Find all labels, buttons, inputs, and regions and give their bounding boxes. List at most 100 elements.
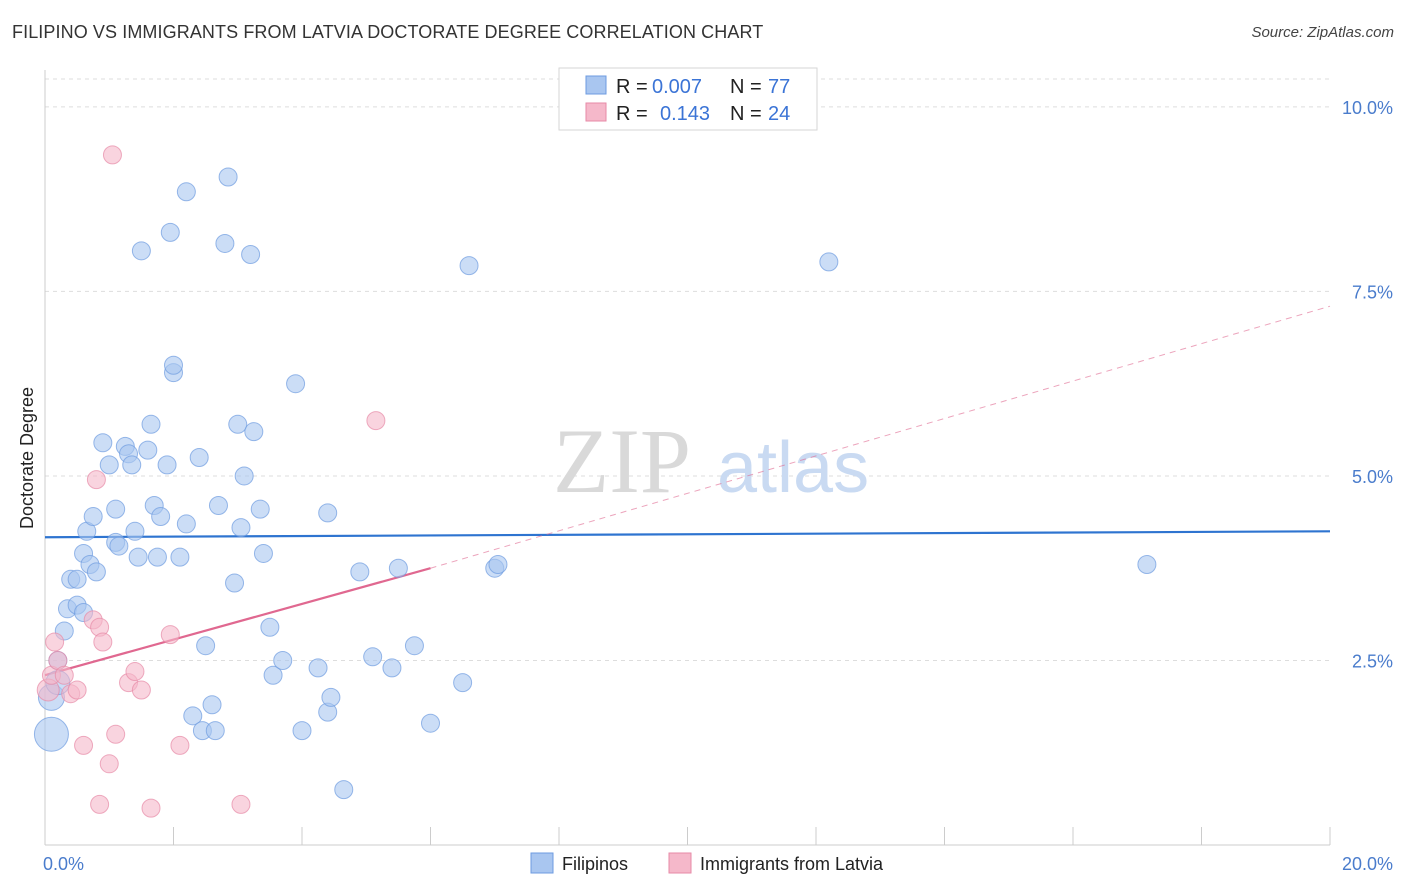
filipinos-point xyxy=(176,514,196,534)
latvia-point xyxy=(102,145,122,165)
y-axis-title: Doctorate Degree xyxy=(17,387,37,529)
filipinos-point xyxy=(83,507,103,527)
filipinos-point xyxy=(453,673,473,693)
latvia-point xyxy=(90,794,110,814)
filipinos-point xyxy=(106,499,126,519)
filipinos-point xyxy=(157,455,177,475)
legend-n-label-1: N = xyxy=(730,76,762,98)
filipinos-point xyxy=(189,448,209,467)
filipinos-point xyxy=(225,573,245,593)
latvia-point xyxy=(160,625,180,645)
filipinos-point xyxy=(244,422,264,442)
filipinos-point xyxy=(67,569,87,589)
filipinos-point xyxy=(147,547,167,567)
filipinos-point xyxy=(122,455,142,475)
filipinos-point xyxy=(260,617,280,637)
y-tick-label: 5.0% xyxy=(1352,467,1393,487)
filipinos-point xyxy=(231,518,251,538)
filipinos-point xyxy=(286,374,306,394)
latvia-point xyxy=(74,735,94,755)
bottom-legend-label-latvia: Immigrants from Latvia xyxy=(700,854,884,874)
latvia-point xyxy=(93,632,113,652)
filipinos-point xyxy=(109,536,129,556)
correlation-legend: R = 0.007 N = 77 R = 0.143 N = 24 xyxy=(558,67,818,131)
legend-n-value-1: 77 xyxy=(768,76,790,98)
filipinos-point xyxy=(250,499,270,519)
filipinos-point xyxy=(292,721,312,741)
filipinos-point xyxy=(86,562,106,582)
filipinos-point xyxy=(131,241,151,261)
filipinos-point xyxy=(308,658,328,678)
latvia-trendline xyxy=(44,567,431,677)
bottom-legend-label-filipinos: Filipinos xyxy=(562,854,628,874)
filipinos-point xyxy=(363,647,383,667)
legend-swatch-latvia xyxy=(585,102,607,122)
filipinos-point xyxy=(141,414,161,434)
latvia-point xyxy=(106,724,126,744)
filipinos-point xyxy=(334,780,354,800)
filipinos-point xyxy=(205,721,225,741)
latvia-point xyxy=(131,680,151,700)
latvia-trendline-extension xyxy=(430,305,1331,569)
filipinos-point xyxy=(234,466,254,486)
filipinos-point xyxy=(459,256,479,276)
filipinos-point xyxy=(819,252,839,272)
filipinos-point xyxy=(170,547,190,567)
x-tick-label: 20.0% xyxy=(1342,854,1393,874)
filipinos-point xyxy=(253,543,273,563)
filipinos-point xyxy=(215,233,235,253)
filipinos-point xyxy=(151,507,171,527)
filipinos-point xyxy=(218,167,238,187)
legend-r-value-1: 0.007 xyxy=(652,76,702,98)
chart-title: FILIPINO VS IMMIGRANTS FROM LATVIA DOCTO… xyxy=(12,22,764,42)
latvia-point xyxy=(99,754,119,774)
filipinos-point xyxy=(388,558,408,578)
legend-n-label-2: N = xyxy=(730,103,762,125)
latvia-point xyxy=(366,411,386,431)
filipinos-point xyxy=(164,355,183,375)
x-tick-label: 0.0% xyxy=(43,854,84,874)
filipinos-point xyxy=(99,455,119,475)
watermark: ZIP atlas xyxy=(553,410,869,512)
latvia-point xyxy=(125,662,145,682)
trend-layer xyxy=(44,305,1331,677)
filipinos-point xyxy=(241,245,261,265)
latvia-point xyxy=(45,632,65,652)
latvia-point xyxy=(141,798,161,818)
filipinos-point xyxy=(160,222,180,242)
legend-swatch-filipinos xyxy=(585,75,607,95)
filipinos-point xyxy=(202,695,222,715)
series-legend: Filipinos Immigrants from Latvia xyxy=(530,852,884,874)
latvia-point xyxy=(54,665,74,685)
latvia-point xyxy=(231,794,251,814)
filipinos-point xyxy=(93,433,113,453)
watermark-zip: ZIP xyxy=(553,410,691,512)
legend-r-label-2: R = xyxy=(616,103,648,125)
filipinos-point xyxy=(382,658,402,678)
filipinos-point xyxy=(273,650,293,670)
filipinos-point xyxy=(228,414,248,434)
filipinos-point xyxy=(128,547,148,567)
latvia-point xyxy=(86,470,106,490)
filipinos-point xyxy=(350,562,370,582)
y-tick-label: 7.5% xyxy=(1352,282,1393,302)
filipinos-point xyxy=(421,713,440,733)
latvia-point xyxy=(67,680,87,700)
filipinos-point xyxy=(488,555,508,575)
grid-layer xyxy=(45,78,1330,661)
legend-r-value-2: 0.143 xyxy=(660,103,710,125)
y-tick-label: 2.5% xyxy=(1352,651,1393,671)
filipinos-trendline xyxy=(44,530,1331,539)
points-layer xyxy=(33,145,1157,818)
filipinos-point xyxy=(196,636,216,656)
y-tick-label: 10.0% xyxy=(1342,98,1393,118)
chart-source: Source: ZipAtlas.com xyxy=(1251,24,1394,41)
filipinos-point xyxy=(263,665,283,685)
filipinos-point xyxy=(321,687,341,707)
filipinos-point xyxy=(208,495,228,515)
filipinos-point xyxy=(33,716,69,752)
latvia-point xyxy=(170,735,190,755)
filipinos-point xyxy=(318,503,338,523)
bottom-legend-swatch-latvia xyxy=(668,852,692,874)
